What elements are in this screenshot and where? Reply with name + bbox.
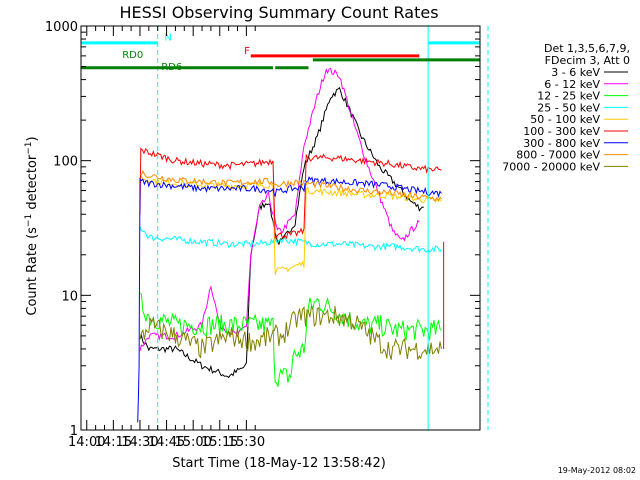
legend-entry-label: 25 - 50 keV bbox=[537, 101, 600, 114]
annotation-label-1: N bbox=[164, 33, 171, 44]
y-tick-label: 1 bbox=[70, 424, 78, 439]
y-tick-label: 1000 bbox=[45, 20, 78, 35]
x-tick-label: 15:30 bbox=[228, 435, 265, 450]
series-line-6 bbox=[139, 147, 442, 240]
x-tick-label: 14:30 bbox=[121, 435, 158, 450]
x-tick-label: 14:00 bbox=[68, 435, 105, 450]
x-axis-label: Start Time (18-May-12 13:58:42) bbox=[172, 456, 386, 471]
series-group bbox=[137, 67, 445, 423]
legend-header-line: Det 1,3,5,6,7,9, bbox=[544, 42, 630, 55]
series-line-8 bbox=[139, 169, 442, 203]
axis-layer: 1 10 100 1000 14:0014:1514:3014:4515:0015:15… bbox=[45, 20, 481, 450]
series-line-1 bbox=[139, 86, 424, 379]
annotation-layer: N F RD0 RD6 bbox=[81, 26, 489, 430]
y-tick-label: 100 bbox=[53, 155, 78, 170]
plot-frame bbox=[80, 25, 481, 431]
series-line-3 bbox=[139, 293, 442, 387]
series-line-5 bbox=[139, 175, 442, 275]
legend-entry-label: 7000 - 20000 keV bbox=[502, 160, 600, 173]
legend-entry-label: 800 - 7000 keV bbox=[516, 149, 600, 162]
series-layer bbox=[137, 67, 445, 423]
annotation-label-2: F bbox=[244, 46, 250, 57]
y-axis-label: Count Rate (s−1 detector−1) bbox=[24, 136, 40, 315]
series-line-4 bbox=[139, 226, 442, 254]
legend-entry-label: 3 - 6 keV bbox=[551, 66, 600, 79]
annotation-label-4: RD6 bbox=[161, 62, 182, 73]
chart-title: HESSI Observing Summary Count Rates bbox=[119, 3, 438, 22]
series-line-7 bbox=[137, 176, 442, 423]
y-tick-label: 10 bbox=[61, 289, 78, 304]
x-tick-label: 14:45 bbox=[148, 435, 185, 450]
series-line-9 bbox=[139, 305, 442, 360]
legend-entry-label: 300 - 800 keV bbox=[523, 137, 600, 150]
x-tick-label: 15:15 bbox=[201, 435, 238, 450]
annotation-label-3: RD0 bbox=[122, 50, 143, 61]
legend-entry-label: 100 - 300 keV bbox=[523, 125, 600, 138]
legend-entry-label: 12 - 25 keV bbox=[537, 90, 600, 103]
legend-entry-label: 50 - 100 keV bbox=[530, 113, 600, 126]
x-tick-label: 15:00 bbox=[174, 435, 211, 450]
legend-entry-label: 6 - 12 keV bbox=[544, 78, 600, 91]
series-line-2 bbox=[139, 67, 420, 352]
legend: Det 1,3,5,6,7,9,FDecim 3, Att 03 - 6 keV… bbox=[502, 42, 630, 173]
legend-header-line: FDecim 3, Att 0 bbox=[545, 54, 630, 67]
x-tick-label: 14:15 bbox=[95, 435, 132, 450]
date-stamp: 19-May-2012 08:02 bbox=[558, 466, 636, 475]
